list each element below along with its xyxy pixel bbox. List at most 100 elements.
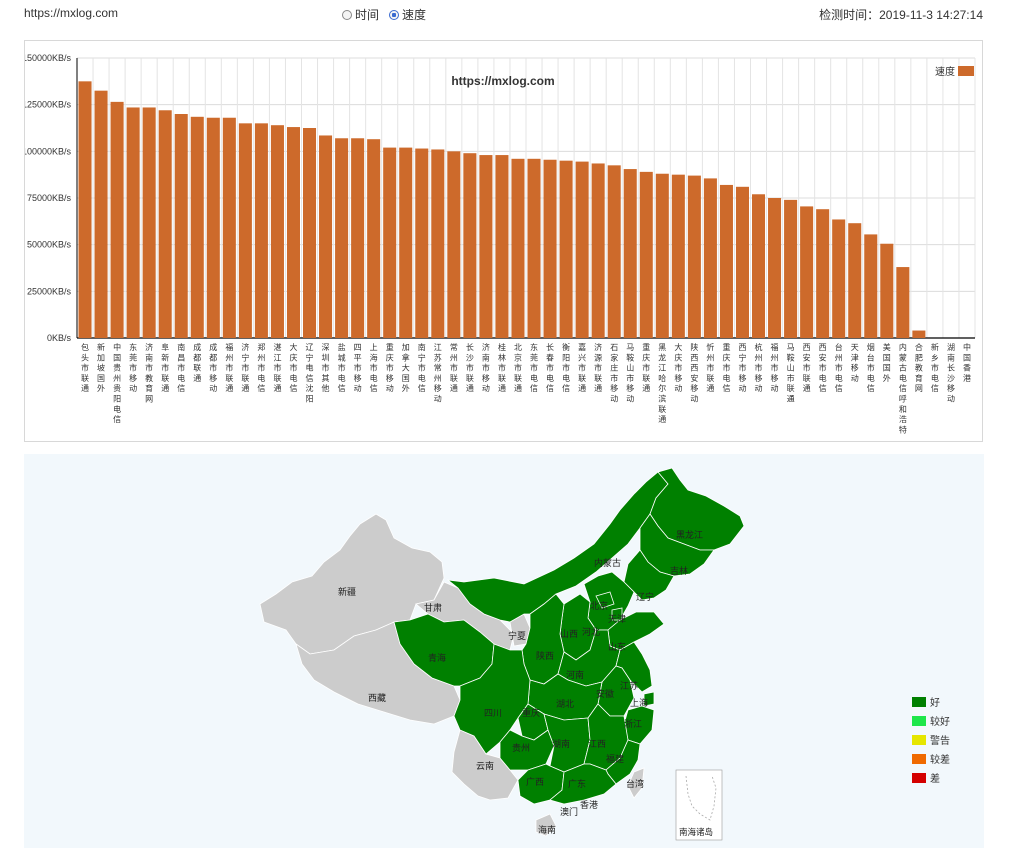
region-beijing[interactable] (595, 591, 615, 609)
bar (495, 155, 509, 338)
x-tick-label: 西安市电信 (819, 343, 827, 393)
region-guangdong[interactable] (549, 763, 617, 805)
bar (479, 155, 493, 338)
label-liaoning: 辽宁 (636, 591, 654, 602)
x-tick-label: 桂林市联通 (498, 342, 506, 393)
y-tick-label: 125000KB/s (25, 100, 71, 110)
bar (206, 117, 220, 338)
legend-warning-label: 警告 (930, 736, 950, 747)
x-tick-label: 湛江市联通 (273, 343, 281, 393)
bar (784, 199, 798, 338)
label-sichuan: 四川 (484, 708, 502, 718)
nanhai-dashed-line (685, 775, 717, 821)
label-hebei: 河北 (582, 626, 600, 637)
bar (912, 330, 926, 338)
bar (431, 149, 445, 338)
x-tick-label: 台州市电信 (835, 342, 843, 393)
bar (800, 206, 814, 338)
chart-legend-swatch (958, 66, 974, 76)
label-aomen: 澳门 (560, 806, 578, 817)
x-tick-label: 黑龙江哈尔滨联通 (658, 343, 666, 424)
radio-speed[interactable]: 速度 (389, 6, 426, 23)
x-tick-label: 大庆市移动 (674, 342, 682, 393)
legend-bad[interactable]: 差 (912, 770, 940, 785)
x-tick-label: 忻州市联通 (706, 342, 714, 393)
legend-fair[interactable]: 较好 (912, 713, 950, 728)
label-yunnan: 云南 (476, 760, 494, 771)
bar (671, 174, 685, 338)
bar (896, 267, 910, 338)
bar (367, 139, 381, 338)
label-gansu: 甘肃 (424, 602, 442, 613)
x-tick-label: 加拿大国外 (402, 342, 410, 393)
legend-warning[interactable]: 警告 (912, 732, 950, 747)
label-jiangxi: 江西 (588, 739, 606, 749)
radio-time[interactable]: 时间 (342, 6, 379, 23)
region-guizhou[interactable] (499, 729, 555, 771)
legend-poor-swatch (912, 753, 926, 764)
x-tick-label: 中国香港 (963, 342, 971, 383)
bar (575, 161, 589, 338)
label-xinjiang: 新疆 (338, 586, 356, 597)
label-jilin: 吉林 (670, 565, 688, 576)
x-tick-label: 辽宁电信沈阳 (306, 343, 314, 404)
radio-time-label: 时间 (355, 8, 380, 22)
y-tick-label: 150000KB/s (25, 53, 71, 63)
radio-time-circle[interactable] (342, 9, 352, 20)
bar (768, 198, 782, 338)
bar (238, 123, 252, 338)
bar (286, 127, 300, 338)
x-tick-label: 马鞍山市移动 (626, 343, 634, 404)
bar (335, 138, 349, 338)
bar (639, 171, 653, 338)
bar (527, 158, 541, 338)
radio-speed-circle[interactable] (389, 9, 400, 20)
bar (110, 101, 124, 338)
x-tick-label: 杭州市移动 (755, 342, 763, 393)
legend-bad-swatch (912, 772, 926, 783)
radio-speed-label: 速度 (402, 8, 427, 22)
bar (735, 186, 749, 338)
bar (607, 165, 621, 338)
bar (752, 194, 766, 338)
x-tick-label: 济南市教育网 (145, 342, 153, 404)
x-tick-label: 盐城市电信 (338, 342, 346, 393)
legend-warning-swatch (912, 734, 926, 745)
chart-title: https://mxlog.com (451, 74, 554, 88)
bar (703, 178, 717, 338)
region-hainan[interactable] (535, 813, 557, 837)
bar (623, 169, 637, 338)
x-tick-label: 长春市电信 (546, 342, 554, 393)
x-tick-label: 天津移动 (851, 343, 859, 383)
x-tick-label: 济源市联通 (594, 342, 602, 393)
x-tick-label: 重庆市电信 (722, 342, 730, 393)
region-taiwan[interactable] (627, 767, 645, 799)
label-heilongjiang: 黑龙江 (676, 529, 703, 540)
site-url: https://mxlog.com (24, 6, 119, 20)
legend-poor[interactable]: 较差 (912, 751, 950, 766)
legend-good-swatch (912, 696, 926, 707)
x-tick-label: 合肥教育网 (915, 342, 923, 393)
bar (543, 159, 557, 338)
x-tick-label: 衡阳市电信 (562, 342, 570, 393)
region-shanghai[interactable] (643, 691, 655, 707)
x-tick-label: 陕西西安移动 (690, 342, 698, 404)
bar (463, 153, 477, 338)
label-nanhai: 南海诸岛 (679, 827, 713, 837)
bar (848, 223, 862, 338)
region-heilongjiang[interactable] (649, 467, 745, 551)
label-guizhou: 贵州 (512, 742, 530, 753)
x-tick-label: 东莞市移动 (129, 342, 137, 393)
region-xizang[interactable] (295, 621, 461, 725)
x-tick-label: 湖南长沙移动 (947, 343, 955, 404)
y-tick-label: 50000KB/s (27, 240, 72, 250)
x-tick-label: 四平市移动 (354, 343, 362, 393)
bar (319, 135, 333, 338)
label-qinghai: 青海 (428, 652, 446, 663)
x-tick-label: 上海市电信 (370, 343, 378, 393)
x-tick-label: 重庆市移动 (386, 342, 394, 393)
bar (864, 234, 878, 338)
legend-good[interactable]: 好 (912, 694, 940, 709)
x-tick-label: 美国国外 (883, 342, 891, 383)
x-tick-label: 阜新市联通 (161, 342, 169, 393)
